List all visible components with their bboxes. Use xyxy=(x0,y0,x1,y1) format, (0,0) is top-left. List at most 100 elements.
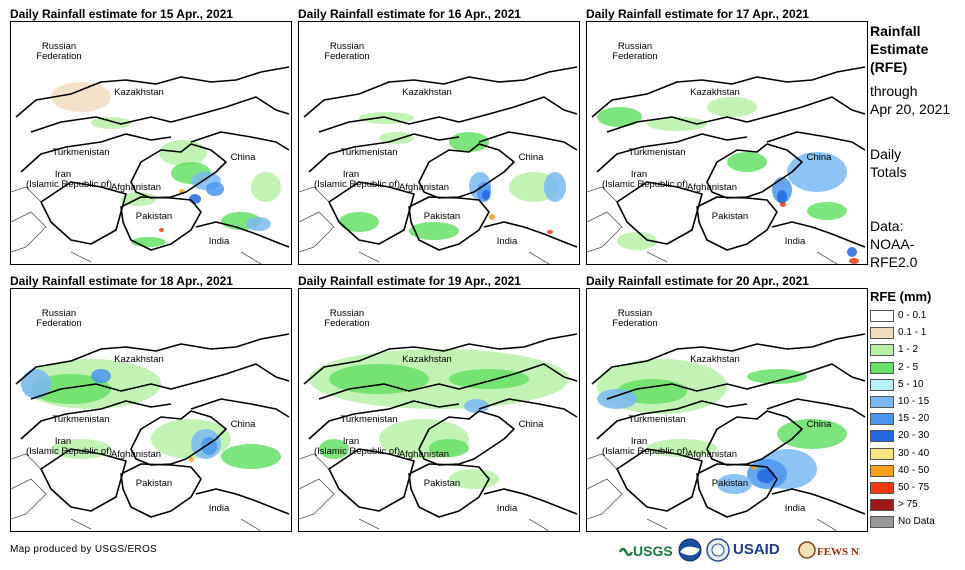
rainfall-area xyxy=(409,222,459,240)
rainfall-map: Russian Federation Kazakhstan Turkmenistan I… xyxy=(298,21,580,265)
map-label-russia: Federation xyxy=(612,318,658,329)
country-boundary xyxy=(308,400,460,440)
rainfall-area xyxy=(91,369,111,383)
country-boundary xyxy=(591,333,866,385)
rainfall-area xyxy=(429,439,469,457)
country-boundary xyxy=(418,410,515,466)
panel-title: Daily Rainfall estimate for 19 Apr., 202… xyxy=(298,274,521,288)
rfe-title-line-1: Rainfall xyxy=(870,23,921,39)
legend-label: No Data xyxy=(898,516,935,528)
rainfall-area xyxy=(329,364,429,394)
neighbor-boundary xyxy=(646,251,668,263)
fews-net-logo: FEWS NET xyxy=(798,538,874,564)
rainfall-area xyxy=(339,212,379,232)
country-boundary xyxy=(771,221,866,248)
map-label-pakistan: Pakistan xyxy=(135,211,173,222)
map-label-iran: Iran xyxy=(630,436,648,447)
country-boundary xyxy=(15,333,290,385)
rainfall-area xyxy=(91,117,131,129)
legend-swatch xyxy=(870,516,894,529)
legend-item: 50 - 75 xyxy=(870,481,960,495)
country-boundary xyxy=(766,131,866,151)
svg-text:FEWS NET: FEWS NET xyxy=(817,546,860,558)
legend-label: 15 - 20 xyxy=(898,413,930,425)
legend-item: 20 - 30 xyxy=(870,429,960,443)
country-boundary xyxy=(696,196,778,251)
rainfall-area xyxy=(206,182,224,196)
map-panel: Daily Rainfall estimate for 17 Apr., 202… xyxy=(586,7,868,269)
map-label-iran: (Islamic Republic of) xyxy=(601,179,689,190)
legend-item: 40 - 50 xyxy=(870,464,960,478)
neighbor-boundary xyxy=(70,251,92,263)
legend-item: No Data xyxy=(870,515,960,529)
panel-title: Daily Rainfall estimate for 16 Apr., 202… xyxy=(298,7,521,21)
legend-label: > 75 xyxy=(898,499,918,511)
map-label-india: India xyxy=(208,236,230,247)
legend-item: 30 - 40 xyxy=(870,447,960,461)
country-boundary xyxy=(418,143,515,199)
panel-title: Daily Rainfall estimate for 17 Apr., 202… xyxy=(586,7,809,21)
map-label-india: India xyxy=(496,236,518,247)
neighbor-boundary xyxy=(528,518,550,531)
neighbor-boundary xyxy=(587,478,623,520)
rainfall-area xyxy=(159,140,207,166)
country-boundary xyxy=(478,131,578,151)
legend-item: 0 - 0.1 xyxy=(870,309,960,323)
map-label-afghanistan: Afghanistan xyxy=(110,182,162,193)
map-label-iran: Iran xyxy=(342,169,360,180)
legend-swatch xyxy=(870,482,894,494)
rainfall-area xyxy=(617,232,657,250)
daily-totals-line-2: Totals xyxy=(870,164,907,180)
map-label-iran: Iran xyxy=(54,436,72,447)
map-label-pakistan: Pakistan xyxy=(423,211,461,222)
map-label-china: China xyxy=(518,419,544,430)
legend-swatch xyxy=(870,310,894,322)
rainfall-area xyxy=(489,214,495,220)
data-source-line-3: RFE2.0 xyxy=(870,254,918,270)
legend-label: 0.1 - 1 xyxy=(898,327,927,339)
map-label-turkmenistan: Turkmenistan xyxy=(628,147,686,158)
rainfall-area xyxy=(727,152,767,172)
map-label-russia: Russian xyxy=(617,308,653,319)
legend-label: 1 - 2 xyxy=(898,344,919,356)
state-department-seal-logo xyxy=(706,538,730,564)
map-label-russia: Russian xyxy=(617,41,653,52)
map-label-kazakhstan: Kazakhstan xyxy=(690,354,740,365)
rainfall-area xyxy=(717,474,752,494)
svg-text:USAID: USAID xyxy=(733,541,780,558)
map-label-iran: Iran xyxy=(342,436,360,447)
map-label-russia: Federation xyxy=(324,51,370,62)
map-label-iran: Iran xyxy=(630,169,648,180)
country-boundary xyxy=(596,400,748,440)
country-boundary xyxy=(303,66,578,118)
country-boundary xyxy=(408,196,490,251)
rainfall-area xyxy=(747,369,807,384)
map-label-russia: Federation xyxy=(36,51,82,62)
noaa-logo xyxy=(678,538,702,564)
rainfall-area xyxy=(849,258,859,264)
country-boundary xyxy=(303,333,578,385)
rainfall-area xyxy=(31,374,111,404)
country-boundary xyxy=(328,181,415,245)
rainfall-area xyxy=(51,82,111,112)
rainfall-area xyxy=(189,457,194,462)
legend-swatch xyxy=(870,327,894,340)
legend-label: 5 - 10 xyxy=(898,378,924,390)
usaid-logo: USAID xyxy=(733,538,795,564)
legend-swatch xyxy=(870,413,894,426)
country-boundary xyxy=(130,143,227,199)
country-boundary xyxy=(195,488,290,515)
rfe-title-line-2: Estimate xyxy=(870,41,929,57)
map-label-india: India xyxy=(208,503,230,514)
legend-item: 1 - 2 xyxy=(870,343,960,357)
rainfall-area xyxy=(544,172,566,202)
rainfall-area xyxy=(246,217,271,231)
panel-title: Daily Rainfall estimate for 15 Apr., 202… xyxy=(10,7,233,21)
legend-label: 2 - 5 xyxy=(898,361,919,373)
country-boundary xyxy=(190,398,290,418)
map-panel: Daily Rainfall estimate for 16 Apr., 202… xyxy=(298,7,580,269)
neighbor-boundary xyxy=(240,518,262,531)
map-label-turkmenistan: Turkmenistan xyxy=(340,414,398,425)
neighbor-boundary xyxy=(358,518,380,530)
rainfall-map: Russian Federation Kazakhstan Turkmenistan I… xyxy=(10,288,292,532)
